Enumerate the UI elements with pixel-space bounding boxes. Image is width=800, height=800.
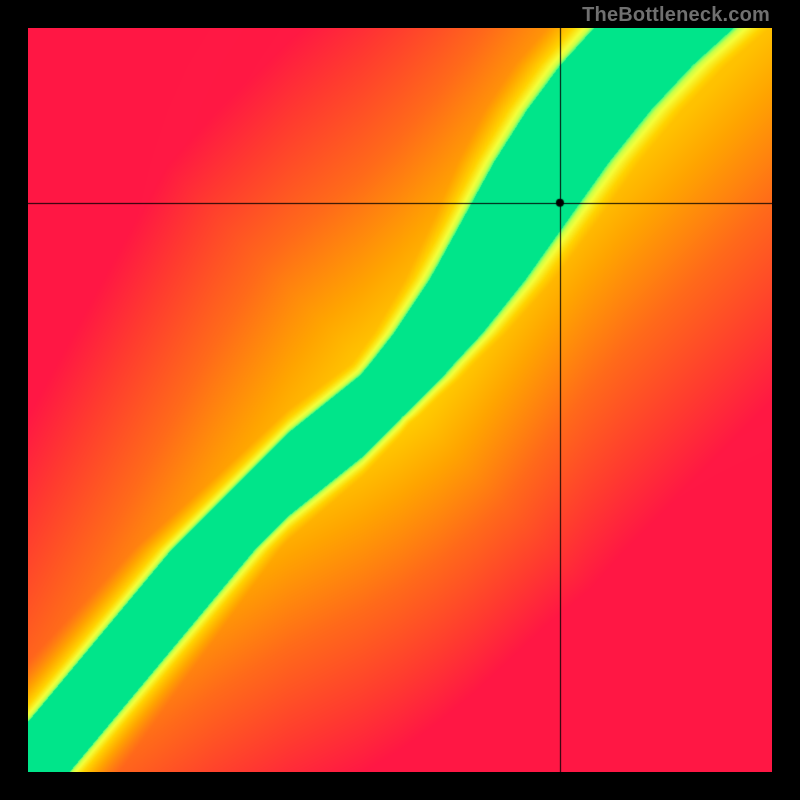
overlay-canvas [28, 28, 772, 772]
watermark-text: TheBottleneck.com [582, 4, 770, 27]
heatmap-plot [28, 28, 772, 772]
